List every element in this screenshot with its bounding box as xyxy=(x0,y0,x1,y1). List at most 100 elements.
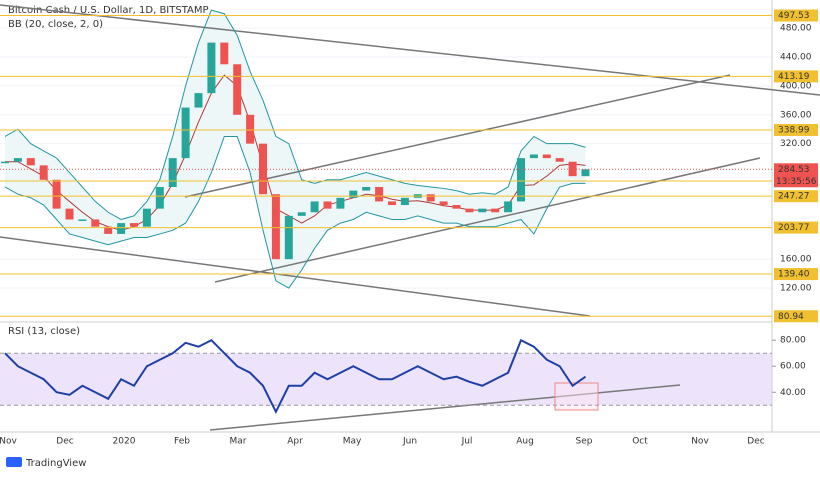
x-tick-label: Mar xyxy=(230,437,247,447)
candle xyxy=(310,201,319,213)
candle xyxy=(233,64,242,115)
level-label: 338.99 xyxy=(778,125,810,135)
candle xyxy=(297,212,306,216)
highlight-box xyxy=(554,382,599,411)
level-label: 80.94 xyxy=(778,312,804,322)
candle xyxy=(220,42,229,65)
countdown: 13:35:56 xyxy=(776,177,817,187)
indicator-label: RSI (13, close) xyxy=(8,326,80,337)
brand: TradingView xyxy=(25,458,86,469)
candle xyxy=(13,158,22,162)
level-label-bg xyxy=(774,310,818,323)
candle xyxy=(246,114,255,144)
candle xyxy=(581,169,590,177)
bb-lower xyxy=(4,135,586,289)
candle xyxy=(517,158,525,202)
level-label-bg xyxy=(774,70,818,83)
candle xyxy=(491,208,500,213)
level-label-bg xyxy=(774,9,818,22)
candle xyxy=(142,208,151,227)
candle xyxy=(349,190,358,198)
logo: TradingView xyxy=(6,457,86,469)
candle xyxy=(104,226,113,234)
y-tick-label: 320.00 xyxy=(780,139,812,149)
candle xyxy=(426,194,435,202)
y-tick-label: 80.00 xyxy=(780,336,806,346)
candle xyxy=(65,208,74,220)
x-tick-label: May xyxy=(343,437,362,447)
candle xyxy=(375,186,384,202)
logo-icon xyxy=(6,457,22,467)
trend-line xyxy=(0,236,591,317)
candle xyxy=(39,165,48,180)
candle xyxy=(168,158,177,187)
trend-line xyxy=(0,4,820,96)
x-tick-label: Nov xyxy=(691,437,709,447)
bb-upper xyxy=(4,9,586,221)
trend-line xyxy=(214,157,761,283)
level-label: 203.77 xyxy=(778,223,810,233)
candle xyxy=(323,201,332,209)
indicator-label: BB (20, close, 2, 0) xyxy=(8,19,103,30)
trend-line xyxy=(184,74,731,198)
level-label-bg xyxy=(774,268,818,281)
y-tick-label: 360.00 xyxy=(780,110,812,120)
candle xyxy=(542,154,551,159)
level-label-bg xyxy=(774,123,818,136)
candle xyxy=(1,161,9,164)
candle xyxy=(555,158,564,162)
candle xyxy=(388,201,396,206)
candle xyxy=(529,154,538,159)
x-tick-label: Dec xyxy=(747,437,764,447)
level-label-bg xyxy=(774,190,818,203)
level-label: 247.27 xyxy=(778,192,810,202)
x-tick-label: Jun xyxy=(402,437,417,447)
candle xyxy=(362,186,371,191)
level-label: 139.40 xyxy=(778,270,810,280)
candle xyxy=(26,158,35,166)
y-tick-label: 400.00 xyxy=(780,81,812,91)
x-tick-label: Aug xyxy=(516,437,534,447)
candle xyxy=(259,143,267,195)
level-label: 497.53 xyxy=(778,11,810,21)
y-tick-label: 60.00 xyxy=(780,362,806,372)
y-tick-label: 40.00 xyxy=(780,388,806,398)
y-tick-label: 120.00 xyxy=(780,284,812,294)
x-tick-label: Sep xyxy=(576,437,593,447)
candle xyxy=(568,161,577,177)
candle xyxy=(194,93,203,108)
x-tick-label: Dec xyxy=(56,437,73,447)
candle xyxy=(52,179,61,209)
candle xyxy=(465,208,474,213)
candle xyxy=(284,215,293,260)
x-tick-label: Apr xyxy=(287,437,303,447)
bb-middle xyxy=(5,74,586,231)
candle xyxy=(181,107,190,159)
x-tick-label: 2020 xyxy=(113,437,136,447)
x-tick-label: Jul xyxy=(461,437,473,447)
chart-title: Bitcoin Cash / U.S. Dollar, 1D, BITSTAMP xyxy=(8,5,209,16)
trend-lines xyxy=(0,4,820,431)
candle xyxy=(478,208,487,213)
last-price-label: 284.53 xyxy=(778,165,810,175)
x-tick-label: Nov xyxy=(0,437,17,447)
y-tick-label: 160.00 xyxy=(780,255,812,265)
level-label-bg xyxy=(774,221,818,234)
candle xyxy=(271,194,280,260)
x-tick-label: Oct xyxy=(632,437,648,447)
level-label: 413.19 xyxy=(778,72,810,82)
candle xyxy=(400,197,409,206)
rsi-line xyxy=(4,338,587,415)
candle xyxy=(452,205,461,209)
candle xyxy=(207,42,216,94)
candle xyxy=(130,223,138,227)
candle xyxy=(78,219,87,221)
candle xyxy=(91,219,100,227)
candle xyxy=(439,201,448,206)
y-tick-label: 480.00 xyxy=(780,24,812,34)
x-tick-label: Feb xyxy=(174,437,190,447)
bb-fill xyxy=(5,10,586,289)
candle xyxy=(336,197,345,209)
candle xyxy=(117,223,126,234)
